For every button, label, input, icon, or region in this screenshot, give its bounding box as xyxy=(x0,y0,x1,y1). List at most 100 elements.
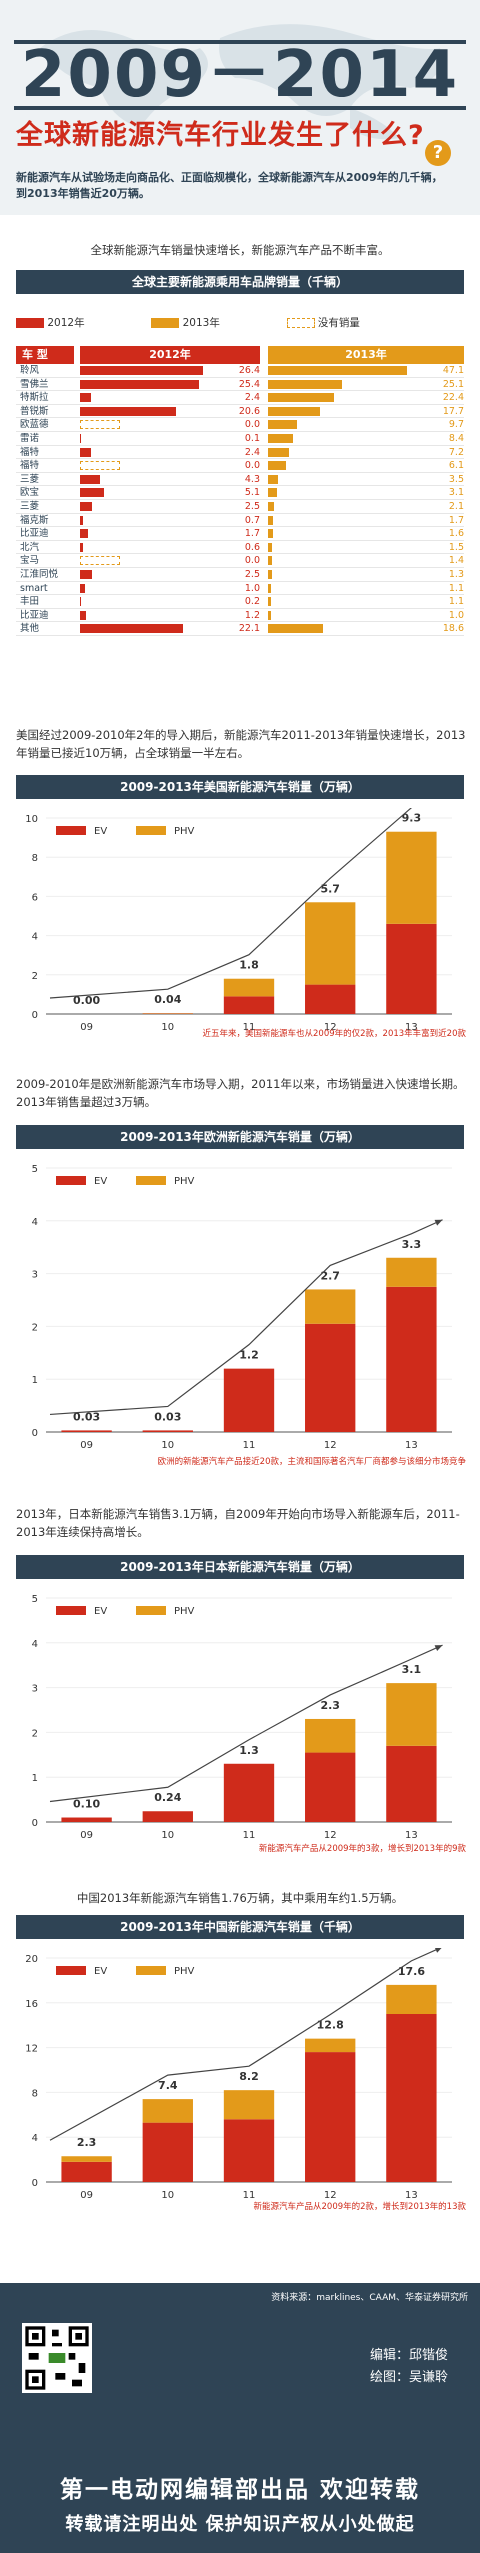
row-model-label: 欧蓝德 xyxy=(20,419,49,431)
value-2012: 20.6 xyxy=(238,405,260,417)
value-2013: 22.4 xyxy=(442,392,464,404)
bar-phv xyxy=(305,2038,356,2053)
trend-line xyxy=(49,808,413,999)
y-tick-label: 20 xyxy=(25,1954,38,1965)
value-2013: 8.4 xyxy=(448,432,464,444)
y-tick-label: 4 xyxy=(32,2133,38,2144)
value-2012: 0.7 xyxy=(244,514,260,526)
value-2013: 17.7 xyxy=(442,405,464,417)
value-2012: 2.5 xyxy=(244,568,260,580)
y-tick-label: 2 xyxy=(32,1728,38,1739)
value-2013: 1.3 xyxy=(448,568,464,580)
bar-ev xyxy=(142,2122,193,2182)
bar-2013 xyxy=(268,447,290,457)
value-2013: 7.2 xyxy=(448,446,464,458)
bar-2012 xyxy=(80,393,92,403)
row-model-label: 北汽 xyxy=(20,541,40,553)
x-tick-label: 13 xyxy=(405,1022,418,1033)
bar-ev xyxy=(61,1430,112,1432)
total-label: 2.3 xyxy=(77,2136,97,2149)
bar-2012 xyxy=(80,501,92,511)
table-row: 其他 22.1 18.6 xyxy=(16,622,464,636)
total-label: 9.3 xyxy=(402,812,422,825)
table-row: 欧蓝德 0.0 9.7 xyxy=(16,418,464,432)
row-model-label: 丰田 xyxy=(20,596,40,608)
x-tick-label: 10 xyxy=(161,1830,174,1841)
europe-note: 欧洲的新能源汽车产品接近20款，主流和国际著名汽车厂商都参与该细分市场竞争 xyxy=(157,1457,466,1467)
trend-line xyxy=(49,1219,443,1416)
legend-phv-swatch xyxy=(136,826,166,835)
source-text: 资料来源：marklines、CAAM、华泰证券研究所 xyxy=(271,2293,468,2303)
bar-ev xyxy=(386,1745,437,1822)
brand-table-legend: 2012年 2013年 没有销量 xyxy=(16,315,464,329)
bar-2012 xyxy=(80,515,84,525)
bar-ev xyxy=(61,1817,112,1822)
bar-ev xyxy=(142,1811,193,1822)
bar-2013 xyxy=(268,420,297,430)
table-row: 雪佛兰 25.4 25.1 xyxy=(16,378,464,392)
table-row: 福克斯 0.7 1.7 xyxy=(16,514,464,528)
china-paragraph: 中国2013年新能源汽车销售1.76万辆，其中乘用车约1.5万辆。 xyxy=(76,1891,404,1905)
legend-phv-label: PHV xyxy=(174,1966,195,1977)
bar-2012 xyxy=(80,447,92,457)
total-label: 3.3 xyxy=(402,1238,422,1251)
bar-phv xyxy=(142,2099,193,2123)
bar-2012 xyxy=(80,597,81,607)
value-2013: 3.1 xyxy=(448,487,464,499)
total-label: 17.6 xyxy=(398,1965,425,1978)
brand-table-header: 车 型 2012年 2013年 xyxy=(16,346,464,364)
bar-2012 xyxy=(80,610,86,620)
bar-phv xyxy=(305,1718,356,1753)
value-2012: 0.0 xyxy=(244,555,260,567)
value-2013: 1.7 xyxy=(448,514,464,526)
legend-ev-label: EV xyxy=(94,1606,107,1617)
bar-ev xyxy=(61,2161,112,2182)
row-model-label: 三菱 xyxy=(20,500,40,512)
legend-ev-label: EV xyxy=(94,826,107,837)
bar-2013 xyxy=(268,610,271,620)
legend-ev-swatch xyxy=(56,1606,86,1615)
y-tick-label: 0 xyxy=(32,1010,38,1021)
usa-chart-title: 2009-2013年美国新能源汽车销量（万辆） xyxy=(16,775,464,799)
total-label: 1.2 xyxy=(239,1349,259,1362)
table-row: 欧宝 5.1 3.1 xyxy=(16,486,464,500)
y-tick-label: 2 xyxy=(32,1322,38,1333)
value-2013: 47.1 xyxy=(442,365,464,376)
table-row: 三菱 4.3 3.5 xyxy=(16,473,464,487)
footer-slogan-1: 第一电动网编辑部出品 欢迎转载 xyxy=(59,2477,420,2503)
bar-2012 xyxy=(80,542,83,552)
hero-banner: 2009－2014 全球新能源汽车行业发生了什么? ? 新能源汽车从试验场走向商… xyxy=(0,0,480,215)
row-model-label: 比亚迪 xyxy=(20,609,49,621)
x-tick-label: 12 xyxy=(324,1440,337,1451)
table-row: 北汽 0.6 1.5 xyxy=(16,541,464,555)
bar-phv xyxy=(305,1289,356,1324)
bar-2013 xyxy=(268,461,287,471)
x-tick-label: 12 xyxy=(324,1022,337,1033)
value-2013: 1.0 xyxy=(448,609,464,621)
table-row: 福特 2.4 7.2 xyxy=(16,446,464,460)
value-2013: 6.1 xyxy=(448,460,464,472)
bar-2013 xyxy=(268,488,278,498)
x-tick-label: 09 xyxy=(80,2190,93,2201)
y-tick-label: 4 xyxy=(32,1639,38,1650)
bar-2013 xyxy=(268,542,273,552)
value-2013: 18.6 xyxy=(442,623,464,635)
x-tick-label: 11 xyxy=(243,1830,256,1841)
col-2012-header: 2012年 xyxy=(80,346,260,364)
legend-ev-label: EV xyxy=(94,1176,107,1187)
value-2012: 0.2 xyxy=(244,596,260,608)
qr-code-icon xyxy=(22,2323,92,2393)
y-tick-label: 0 xyxy=(32,1818,38,1829)
illustrator-credit: 绘图：吴谦聆 xyxy=(370,2370,449,2385)
bar-phv xyxy=(223,978,275,997)
legend-none-label: 没有销量 xyxy=(317,317,360,329)
bar-2012 xyxy=(80,529,88,539)
value-2012: 0.0 xyxy=(244,460,260,472)
china-sales-chart: 0 4 8 12 16 20 EV PHV 2.3 09 7.4 10 8.2 11 12.8 12 17.6 1… xyxy=(25,1948,452,2201)
japan-paragraph: 2013年，日本新能源汽车销售3.1万辆，自2009年开始向市场导入新能源车后，… xyxy=(16,1507,460,1539)
x-tick-label: 13 xyxy=(405,1440,418,1451)
value-2013: 25.1 xyxy=(442,378,464,390)
row-model-label: 聆风 xyxy=(20,365,40,376)
bar-2013 xyxy=(268,583,272,593)
row-model-label: 欧宝 xyxy=(20,487,40,499)
